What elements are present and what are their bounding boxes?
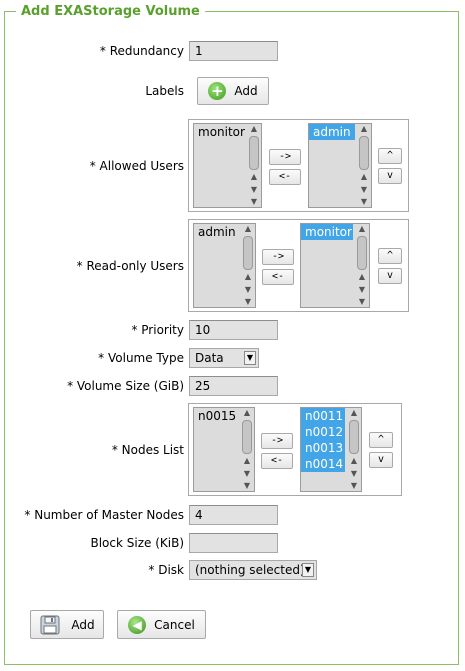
scroll-up-icon[interactable]: ▲ bbox=[250, 172, 258, 181]
nodes-move-left-button[interactable]: <- bbox=[261, 453, 293, 469]
nodes-up-button[interactable]: ^ bbox=[369, 432, 393, 448]
priority-label: * Priority bbox=[131, 323, 184, 337]
scrollbar[interactable]: ▲ ▲ ▼ ▼ bbox=[347, 408, 361, 491]
scroll-thumb[interactable] bbox=[249, 136, 259, 170]
scroll-down-icon[interactable]: ▼ bbox=[350, 481, 358, 490]
disk-select[interactable]: (nothing selected) ▼ bbox=[189, 560, 317, 580]
volume-type-select[interactable]: Data ▼ bbox=[189, 348, 259, 368]
scroll-thumb[interactable] bbox=[359, 136, 369, 170]
scroll-up-icon[interactable]: ▲ bbox=[360, 172, 368, 181]
readonly-users-move-left-button[interactable]: <- bbox=[262, 269, 294, 285]
disk-value: (nothing selected) bbox=[195, 563, 305, 577]
readonly-users-move-right-button[interactable]: -> bbox=[262, 249, 294, 265]
volume-size-input[interactable]: 25 bbox=[189, 376, 278, 396]
priority-input[interactable]: 10 bbox=[189, 320, 278, 340]
back-arrow-icon: ◀ bbox=[128, 615, 147, 634]
floppy-disk-icon bbox=[39, 614, 61, 636]
master-nodes-input[interactable]: 4 bbox=[189, 505, 278, 525]
scroll-down-icon[interactable]: ▼ bbox=[358, 297, 366, 306]
labels-add-label: Add bbox=[234, 84, 258, 98]
readonly-users-down-button[interactable]: v bbox=[378, 268, 402, 284]
plus-icon: + bbox=[208, 82, 227, 100]
list-item[interactable]: n0012 bbox=[301, 424, 345, 440]
scroll-down-icon[interactable]: ▼ bbox=[244, 297, 252, 306]
scrollbar[interactable]: ▲ ▲ ▼ ▼ bbox=[240, 408, 254, 491]
scroll-up-icon[interactable]: ▲ bbox=[243, 408, 251, 417]
nodes-list-box bbox=[188, 403, 402, 496]
scroll-up-icon[interactable]: ▲ bbox=[358, 224, 366, 233]
scroll-thumb[interactable] bbox=[349, 420, 359, 454]
chevron-down-icon[interactable]: ▼ bbox=[244, 351, 256, 365]
volume-type-value: Data bbox=[195, 351, 224, 365]
scroll-down-icon[interactable]: ▼ bbox=[243, 469, 251, 478]
block-size-input[interactable] bbox=[189, 533, 278, 553]
volume-form-fieldset bbox=[4, 11, 459, 665]
nodes-available-list[interactable]: n0015 ▲ ▲ ▼ ▼ bbox=[193, 407, 255, 492]
list-item[interactable]: admin bbox=[309, 124, 355, 140]
nodes-list-label: * Nodes List bbox=[111, 443, 184, 457]
scrollbar[interactable]: ▲ ▲ ▼ ▼ bbox=[355, 224, 369, 307]
list-item[interactable]: n0011 bbox=[301, 408, 345, 424]
allowed-users-available-list[interactable]: monitor ▲ ▲ ▼ ▼ bbox=[193, 123, 262, 208]
scroll-up-icon[interactable]: ▲ bbox=[350, 408, 358, 417]
list-item[interactable]: n0013 bbox=[301, 440, 345, 456]
readonly-users-label: * Read-only Users bbox=[76, 259, 184, 273]
scroll-thumb[interactable] bbox=[243, 236, 253, 270]
disk-label: * Disk bbox=[148, 563, 184, 577]
allowed-users-move-right-button[interactable]: -> bbox=[269, 149, 301, 165]
allowed-users-up-button[interactable]: ^ bbox=[378, 148, 402, 164]
redundancy-label: * Redundancy bbox=[99, 44, 184, 58]
scroll-down-icon[interactable]: ▼ bbox=[360, 185, 368, 194]
scroll-up-icon[interactable]: ▲ bbox=[360, 124, 368, 133]
scroll-up-icon[interactable]: ▲ bbox=[358, 272, 366, 281]
scroll-down-icon[interactable]: ▼ bbox=[350, 469, 358, 478]
scroll-down-icon[interactable]: ▼ bbox=[243, 481, 251, 490]
scroll-down-icon[interactable]: ▼ bbox=[250, 197, 258, 206]
scrollbar[interactable]: ▲ ▲ ▼ ▼ bbox=[247, 124, 261, 207]
readonly-users-box bbox=[188, 219, 409, 312]
allowed-users-label: * Allowed Users bbox=[89, 159, 184, 173]
list-item[interactable]: admin bbox=[198, 225, 236, 239]
volume-size-label: * Volume Size (GiB) bbox=[67, 379, 184, 393]
scroll-down-icon[interactable]: ▼ bbox=[358, 285, 366, 294]
allowed-users-move-left-button[interactable]: <- bbox=[269, 169, 301, 185]
block-size-label: Block Size (KiB) bbox=[90, 536, 184, 550]
list-item[interactable]: monitor bbox=[301, 224, 353, 240]
form-title: Add EXAStorage Volume bbox=[16, 3, 205, 21]
cancel-button[interactable]: ◀ Cancel bbox=[117, 610, 206, 639]
allowed-users-selected-list[interactable]: admin ▲ ▲ ▼ ▼ bbox=[308, 123, 372, 208]
nodes-selected-list[interactable]: n0011 n0012 n0013 n0014 ▲ ▲ ▼ ▼ bbox=[300, 407, 362, 492]
volume-type-label: * Volume Type bbox=[98, 351, 184, 365]
scrollbar[interactable]: ▲ ▲ ▼ ▼ bbox=[241, 224, 255, 307]
scrollbar[interactable]: ▲ ▲ ▼ ▼ bbox=[357, 124, 371, 207]
nodes-move-right-button[interactable]: -> bbox=[261, 433, 293, 449]
master-nodes-label: * Number of Master Nodes bbox=[24, 508, 184, 522]
scroll-up-icon[interactable]: ▲ bbox=[250, 124, 258, 133]
list-item[interactable]: monitor bbox=[198, 125, 245, 139]
scroll-up-icon[interactable]: ▲ bbox=[244, 272, 252, 281]
chevron-down-icon[interactable]: ▼ bbox=[302, 563, 314, 577]
allowed-users-box bbox=[188, 119, 409, 212]
cancel-button-label: Cancel bbox=[154, 617, 195, 632]
readonly-users-up-button[interactable]: ^ bbox=[378, 248, 402, 264]
scroll-down-icon[interactable]: ▼ bbox=[360, 197, 368, 206]
scroll-up-icon[interactable]: ▲ bbox=[244, 224, 252, 233]
redundancy-input[interactable]: 1 bbox=[189, 41, 278, 61]
readonly-users-selected-list[interactable]: monitor ▲ ▲ ▼ ▼ bbox=[300, 223, 370, 308]
nodes-down-button[interactable]: v bbox=[369, 452, 393, 468]
scroll-up-icon[interactable]: ▲ bbox=[350, 456, 358, 465]
readonly-users-available-list[interactable]: admin ▲ ▲ ▼ ▼ bbox=[193, 223, 256, 308]
scroll-down-icon[interactable]: ▼ bbox=[250, 185, 258, 194]
list-item[interactable]: n0015 bbox=[198, 409, 237, 423]
scroll-up-icon[interactable]: ▲ bbox=[243, 456, 251, 465]
labels-add-button[interactable]: + Add bbox=[197, 77, 269, 105]
list-item[interactable]: n0014 bbox=[301, 456, 345, 472]
scroll-thumb[interactable] bbox=[242, 420, 252, 454]
scroll-down-icon[interactable]: ▼ bbox=[244, 285, 252, 294]
allowed-users-down-button[interactable]: v bbox=[378, 168, 402, 184]
add-button-label: Add bbox=[71, 617, 95, 632]
add-button[interactable]: Add bbox=[30, 610, 104, 639]
scroll-thumb[interactable] bbox=[357, 236, 367, 270]
labels-label: Labels bbox=[145, 84, 184, 98]
